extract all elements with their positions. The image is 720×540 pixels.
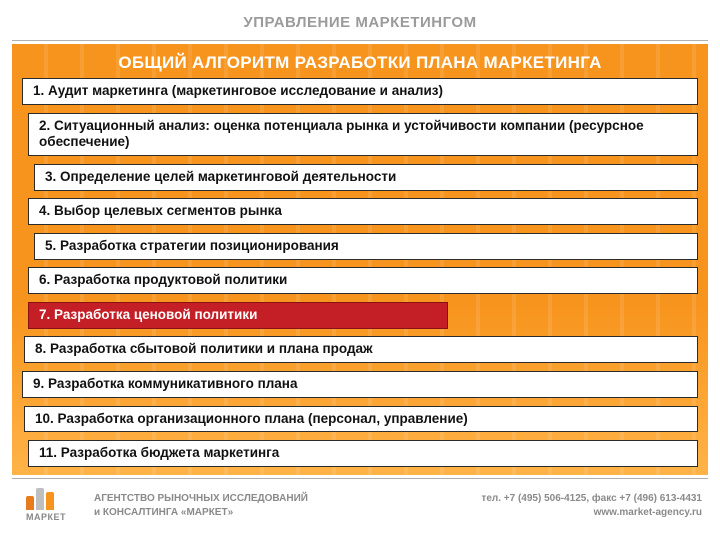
step-text: 7. Разработка ценовой политики xyxy=(39,307,257,324)
step-text: 9. Разработка коммуникативного плана xyxy=(33,376,297,393)
step-text: 2. Ситуационный анализ: оценка потенциал… xyxy=(39,118,689,152)
header-title: УПРАВЛЕНИЕ МАРКЕТИНГОМ xyxy=(243,14,476,31)
step-2: 2. Ситуационный анализ: оценка потенциал… xyxy=(28,113,698,157)
agency-block: АГЕНТСТВО РЫНОЧНЫХ ИССЛЕДОВАНИЙ и КОНСАЛ… xyxy=(94,492,308,519)
header-rule xyxy=(12,40,708,41)
slide-header: УПРАВЛЕНИЕ МАРКЕТИНГОМ xyxy=(0,14,720,32)
step-text: 8. Разработка сбытовой политики и плана … xyxy=(35,341,373,358)
contacts-line-2: www.market-agency.ru xyxy=(481,506,702,520)
step-text: 10. Разработка организационного плана (п… xyxy=(35,411,468,428)
step-7-highlighted: 7. Разработка ценовой политики xyxy=(28,302,448,329)
step-9: 9. Разработка коммуникативного плана xyxy=(22,371,698,398)
logo-bars-icon xyxy=(26,486,82,510)
contacts-line-1: тел. +7 (495) 506-4125, факс +7 (496) 61… xyxy=(481,492,702,506)
steps-list: 1. Аудит маркетинга (маркетинговое иссле… xyxy=(22,78,698,467)
step-8: 8. Разработка сбытовой политики и плана … xyxy=(24,336,698,363)
step-6: 6. Разработка продуктовой политики xyxy=(28,267,698,294)
step-10: 10. Разработка организационного плана (п… xyxy=(24,406,698,433)
step-3: 3. Определение целей маркетинговой деяте… xyxy=(34,164,698,191)
step-text: 4. Выбор целевых сегментов рынка xyxy=(39,203,282,220)
step-5: 5. Разработка стратегии позиционирования xyxy=(34,233,698,260)
main-panel: ОБЩИЙ АЛГОРИТМ РАЗРАБОТКИ ПЛАНА МАРКЕТИН… xyxy=(12,44,708,475)
panel-subtitle: ОБЩИЙ АЛГОРИТМ РАЗРАБОТКИ ПЛАНА МАРКЕТИН… xyxy=(12,53,708,73)
step-text: 5. Разработка стратегии позиционирования xyxy=(45,238,339,255)
step-11: 11. Разработка бюджета маркетинга xyxy=(28,440,698,467)
footer-rule xyxy=(12,478,708,479)
contacts-block: тел. +7 (495) 506-4125, факс +7 (496) 61… xyxy=(481,492,702,519)
agency-line-1: АГЕНТСТВО РЫНОЧНЫХ ИССЛЕДОВАНИЙ xyxy=(94,492,308,506)
step-4: 4. Выбор целевых сегментов рынка xyxy=(28,198,698,225)
logo-label: МАРКЕТ xyxy=(26,512,82,522)
step-1: 1. Аудит маркетинга (маркетинговое иссле… xyxy=(22,78,698,105)
step-text: 11. Разработка бюджета маркетинга xyxy=(39,445,279,462)
footer: МАРКЕТ АГЕНТСТВО РЫНОЧНЫХ ИССЛЕДОВАНИЙ и… xyxy=(12,478,708,534)
agency-line-2: и КОНСАЛТИНГА «МАРКЕТ» xyxy=(94,506,308,520)
step-text: 1. Аудит маркетинга (маркетинговое иссле… xyxy=(33,83,443,100)
step-text: 3. Определение целей маркетинговой деяте… xyxy=(45,169,396,186)
slide: УПРАВЛЕНИЕ МАРКЕТИНГОМ ОБЩИЙ АЛГОРИТМ РА… xyxy=(0,0,720,540)
step-text: 6. Разработка продуктовой политики xyxy=(39,272,287,289)
logo: МАРКЕТ xyxy=(26,486,82,530)
